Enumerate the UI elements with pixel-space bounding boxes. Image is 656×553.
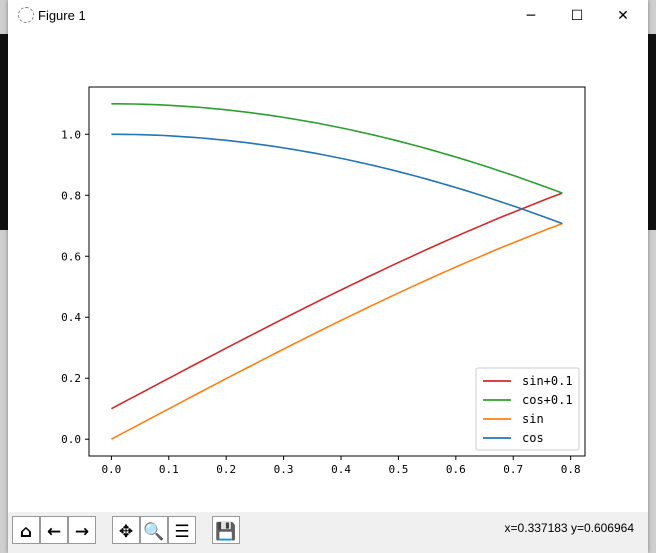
pan-button[interactable]: ✥ xyxy=(112,516,140,544)
series-line-sin xyxy=(111,222,563,440)
y-tick-label: 0.4 xyxy=(61,311,81,324)
magnifier-icon: 🔍 xyxy=(143,522,165,542)
y-tick-label: 0.8 xyxy=(61,189,81,202)
x-tick-label: 0.5 xyxy=(388,463,408,476)
maximize-button[interactable]: ☐ xyxy=(570,8,584,24)
x-tick-label: 0.0 xyxy=(101,463,121,476)
y-tick-label: 0.0 xyxy=(61,433,81,446)
x-tick-label: 0.2 xyxy=(216,463,236,476)
y-tick-label: 0.2 xyxy=(61,372,81,385)
matplotlib-icon xyxy=(18,7,34,23)
arrow-left-icon: ← xyxy=(46,522,62,542)
sliders-icon: ☰ xyxy=(174,522,190,542)
move-icon: ✥ xyxy=(118,522,134,542)
back-button[interactable]: ← xyxy=(40,516,68,544)
legend-label: sin+0.1 xyxy=(522,374,573,388)
cursor-coordinates: x=0.337183 y=0.606964 xyxy=(504,521,634,535)
chart[interactable]: 0.0 0.1 0.2 0.3 0.4 0.5 0.6 0.7 0.8 0.0 0.2 0.4 0.6 0… xyxy=(8,0,648,512)
toolbar: ⌂ ← → ✥ 🔍 ☰ 💾 x=0.337183 y=0.606964 xyxy=(8,512,648,553)
legend-label: cos+0.1 xyxy=(522,393,573,407)
x-tick-label: 0.6 xyxy=(446,463,466,476)
arrow-right-icon: → xyxy=(74,522,90,542)
x-tick-label: 0.4 xyxy=(331,463,351,476)
legend xyxy=(475,367,580,451)
home-button[interactable]: ⌂ xyxy=(12,516,40,544)
floppy-disk-icon: 💾 xyxy=(215,522,237,542)
x-tick-label: 0.1 xyxy=(159,463,179,476)
window-title: Figure 1 xyxy=(38,8,86,23)
zoom-button[interactable]: 🔍 xyxy=(140,516,168,544)
series-line-cos xyxy=(111,133,563,225)
legend-label: sin xyxy=(522,412,544,426)
x-tick-label: 0.3 xyxy=(274,463,294,476)
series-line-cos+0.1 xyxy=(111,103,563,194)
title-bar: Figure 1 ─ ☐ ✕ xyxy=(8,0,648,32)
save-button[interactable]: 💾 xyxy=(212,516,240,544)
y-tick-label: 1.0 xyxy=(61,128,81,141)
home-icon: ⌂ xyxy=(19,522,33,542)
legend-label: cos xyxy=(522,431,544,445)
minimize-button[interactable]: ─ xyxy=(526,8,536,24)
x-tick-label: 0.8 xyxy=(561,463,581,476)
forward-button[interactable]: → xyxy=(68,516,96,544)
configure-subplots-button[interactable]: ☰ xyxy=(168,516,196,544)
figure-window: Figure 1 ─ ☐ ✕ 0.0 0.1 0.2 0.3 0.4 0.5 0.6 0.7 0… xyxy=(8,0,648,553)
close-button[interactable]: ✕ xyxy=(617,8,629,24)
x-tick-label: 0.7 xyxy=(503,463,523,476)
series-line-sin+0.1 xyxy=(111,192,563,410)
y-tick-label: 0.6 xyxy=(61,250,81,263)
